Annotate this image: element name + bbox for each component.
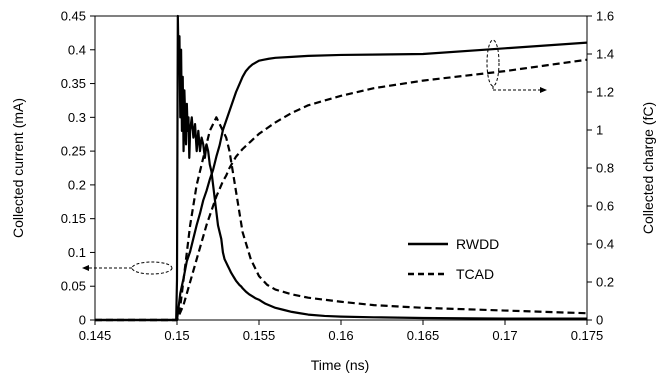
right-y-tick-label: 0.2 — [596, 275, 614, 290]
annotation-right-arrow — [486, 39, 547, 93]
right-y-tick-label: 0 — [596, 313, 603, 328]
left-y-tick-label: 0.35 — [61, 76, 86, 91]
x-axis-ticks: 0.145 0.15 0.155 0.16 0.165 0.17 0.175 — [79, 320, 604, 343]
left-y-axis-ticks: 0 0.05 0.1 0.15 0.2 0.25 0.3 0.35 0.4 0.45 — [61, 9, 95, 328]
right-y-tick-label: 0.6 — [596, 199, 614, 214]
x-tick-label: 0.175 — [571, 328, 604, 343]
x-tick-label: 0.16 — [328, 328, 353, 343]
x-tick-label: 0.165 — [407, 328, 440, 343]
right-y-axis-ticks: 0 0.2 0.4 0.6 0.8 1 1.2 1.4 1.6 — [587, 9, 614, 328]
x-axis-label: Time (ns) — [311, 357, 370, 373]
legend: RWDD TCAD — [408, 236, 499, 282]
series-lines — [95, 14, 588, 322]
series-line-rwdd-current — [95, 14, 587, 322]
right-y-axis-label: Collected charge (fC) — [640, 102, 656, 234]
left-y-tick-label: 0.45 — [61, 9, 86, 24]
right-y-tick-label: 1.6 — [596, 9, 614, 24]
right-y-tick-label: 0.8 — [596, 161, 614, 176]
series-line-tcad-charge — [95, 58, 588, 322]
x-tick-label: 0.17 — [492, 328, 517, 343]
left-y-tick-label: 0 — [79, 313, 86, 328]
left-y-tick-label: 0.1 — [68, 245, 86, 260]
x-tick-label: 0.15 — [164, 328, 189, 343]
x-tick-label: 0.145 — [79, 328, 112, 343]
plot-area-border — [94, 15, 588, 321]
left-y-tick-label: 0.05 — [61, 279, 86, 294]
annotation-left-arrow — [82, 261, 173, 275]
left-y-tick-label: 0.2 — [68, 177, 86, 192]
left-y-tick-label: 0.4 — [68, 42, 86, 57]
right-y-tick-label: 1 — [596, 123, 603, 138]
right-y-tick-label: 0.4 — [596, 237, 614, 252]
left-y-axis-label: Collected current (mA) — [10, 98, 26, 238]
right-y-tick-label: 1.2 — [596, 85, 614, 100]
legend-label-rwdd: RWDD — [456, 236, 499, 252]
plot-frame — [94, 15, 588, 321]
x-tick-label: 0.155 — [243, 328, 276, 343]
left-y-tick-label: 0.15 — [61, 211, 86, 226]
series-line-rwdd-charge — [95, 41, 588, 322]
right-y-tick-label: 1.4 — [596, 47, 614, 62]
series-line-tcad-current — [95, 116, 588, 322]
legend-label-tcad: TCAD — [456, 266, 494, 282]
left-y-tick-label: 0.3 — [68, 110, 86, 125]
left-y-tick-label: 0.25 — [61, 144, 86, 159]
